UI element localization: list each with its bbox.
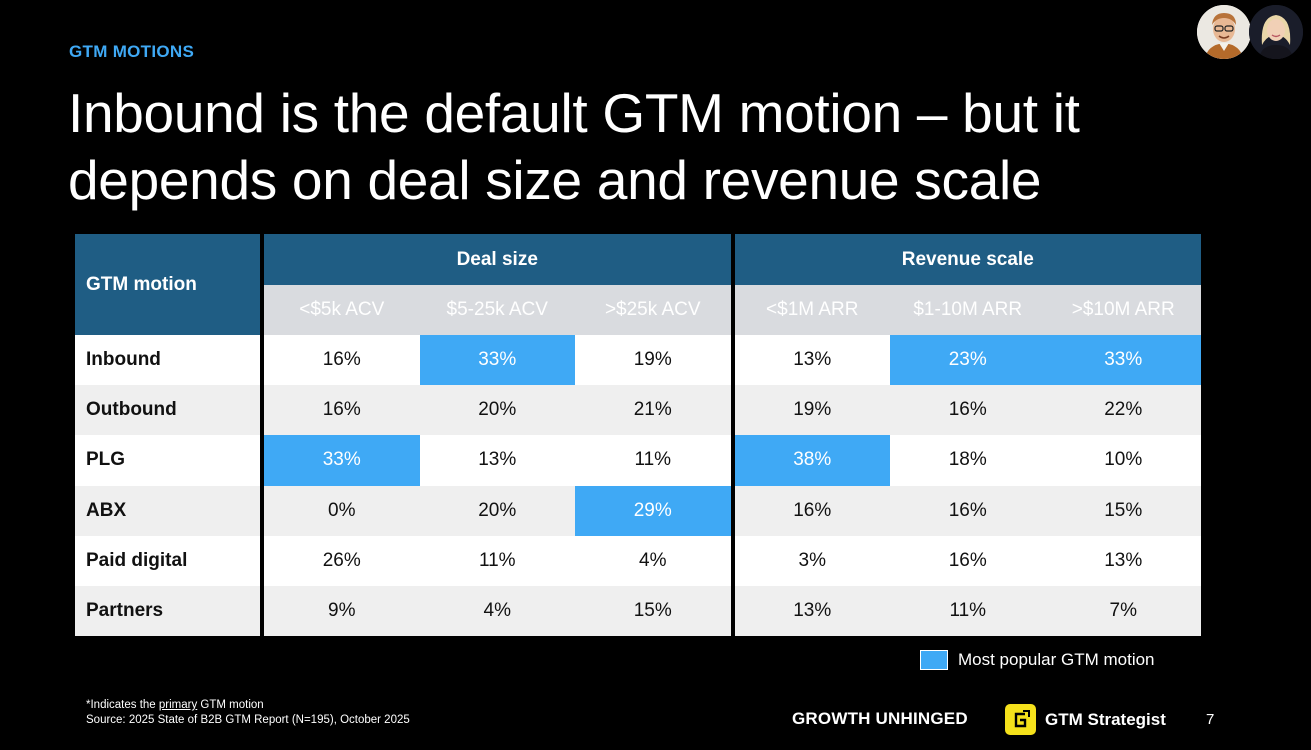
table-cell: 16% xyxy=(890,535,1046,586)
column-header: >$25k ACV xyxy=(575,285,731,335)
table-cell: 22% xyxy=(1045,385,1201,436)
section-eyebrow: GTM MOTIONS xyxy=(69,42,195,61)
table-cell: 15% xyxy=(1045,485,1201,536)
female-presenter-avatar-icon xyxy=(1249,5,1303,59)
table-cell: 3% xyxy=(734,535,890,586)
column-header: $1-10M ARR xyxy=(890,285,1046,335)
row-label: Partners xyxy=(75,586,260,637)
table-cell: 26% xyxy=(264,535,420,586)
table-cell: 33% xyxy=(264,435,420,486)
table-cell: 4% xyxy=(419,586,575,637)
table-cell: 4% xyxy=(575,535,731,586)
row-label: Inbound xyxy=(75,335,260,386)
table-cell: 16% xyxy=(264,385,420,436)
table-cell: 19% xyxy=(575,335,731,386)
legend-label: Most popular GTM motion xyxy=(958,650,1155,669)
table-cell: 13% xyxy=(734,586,890,637)
table-cell: 15% xyxy=(575,586,731,637)
page-number: 7 xyxy=(1206,711,1215,728)
table-cell: 38% xyxy=(734,435,890,486)
table-cell: 19% xyxy=(734,385,890,436)
legend: Most popular GTM motion xyxy=(920,650,1155,670)
table-cell: 23% xyxy=(890,335,1046,386)
table-cell: 13% xyxy=(734,335,890,386)
column-header: >$10M ARR xyxy=(1045,285,1201,335)
row-label: Outbound xyxy=(75,385,260,436)
table-cell: 33% xyxy=(1045,335,1201,386)
gtm-strategist-logo-icon xyxy=(1005,704,1036,735)
table-cell: 11% xyxy=(419,535,575,586)
avatar xyxy=(1249,5,1303,59)
avatar xyxy=(1197,5,1251,59)
growth-unhinged-brand: GROWTH UNHINGED xyxy=(792,709,968,728)
table-cell: 11% xyxy=(575,435,731,486)
primary-note: *Indicates the primary GTM motion xyxy=(86,699,264,711)
table-cell: 0% xyxy=(264,485,420,536)
table-cell: 18% xyxy=(890,435,1046,486)
table-cell: 16% xyxy=(734,485,890,536)
male-presenter-avatar-icon xyxy=(1197,5,1251,59)
table-cell: 20% xyxy=(419,485,575,536)
gtm-strategist-brand: GTM Strategist xyxy=(1005,704,1166,735)
brand-name: GTM Strategist xyxy=(1045,709,1166,729)
table-cell: 16% xyxy=(890,385,1046,436)
row-label: ABX xyxy=(75,485,260,536)
table-cell: 29% xyxy=(575,485,731,536)
source-note: Source: 2025 State of B2B GTM Report (N=… xyxy=(86,714,410,726)
row-label: Paid digital xyxy=(75,535,260,586)
corner-header: GTM motion xyxy=(75,234,260,335)
footnote: *Indicates the primary GTM motion Source… xyxy=(86,698,410,728)
gtm-motion-table: GTM motion Deal size Revenue scale <$5k ACV… xyxy=(75,234,1201,637)
group-header-revenue-scale: Revenue scale xyxy=(734,234,1201,285)
table-cell: 16% xyxy=(890,485,1046,536)
table-cell: 9% xyxy=(264,586,420,637)
row-label: PLG xyxy=(75,435,260,486)
presenter-avatars xyxy=(1197,5,1307,61)
column-header: $5-25k ACV xyxy=(419,285,575,335)
table-cell: 21% xyxy=(575,385,731,436)
table-cell: 13% xyxy=(419,435,575,486)
column-header: <$1M ARR xyxy=(734,285,890,335)
table-cell: 20% xyxy=(419,385,575,436)
column-header: <$5k ACV xyxy=(264,285,420,335)
table-cell: 10% xyxy=(1045,435,1201,486)
table-cell: 13% xyxy=(1045,535,1201,586)
table-cell: 11% xyxy=(890,586,1046,637)
slide-title: Inbound is the default GTM motion – but … xyxy=(68,82,1080,211)
table-cell: 7% xyxy=(1045,586,1201,637)
group-header-deal-size: Deal size xyxy=(264,234,731,285)
table-cell: 16% xyxy=(264,335,420,386)
table-cell: 33% xyxy=(419,335,575,386)
legend-swatch xyxy=(920,650,948,670)
